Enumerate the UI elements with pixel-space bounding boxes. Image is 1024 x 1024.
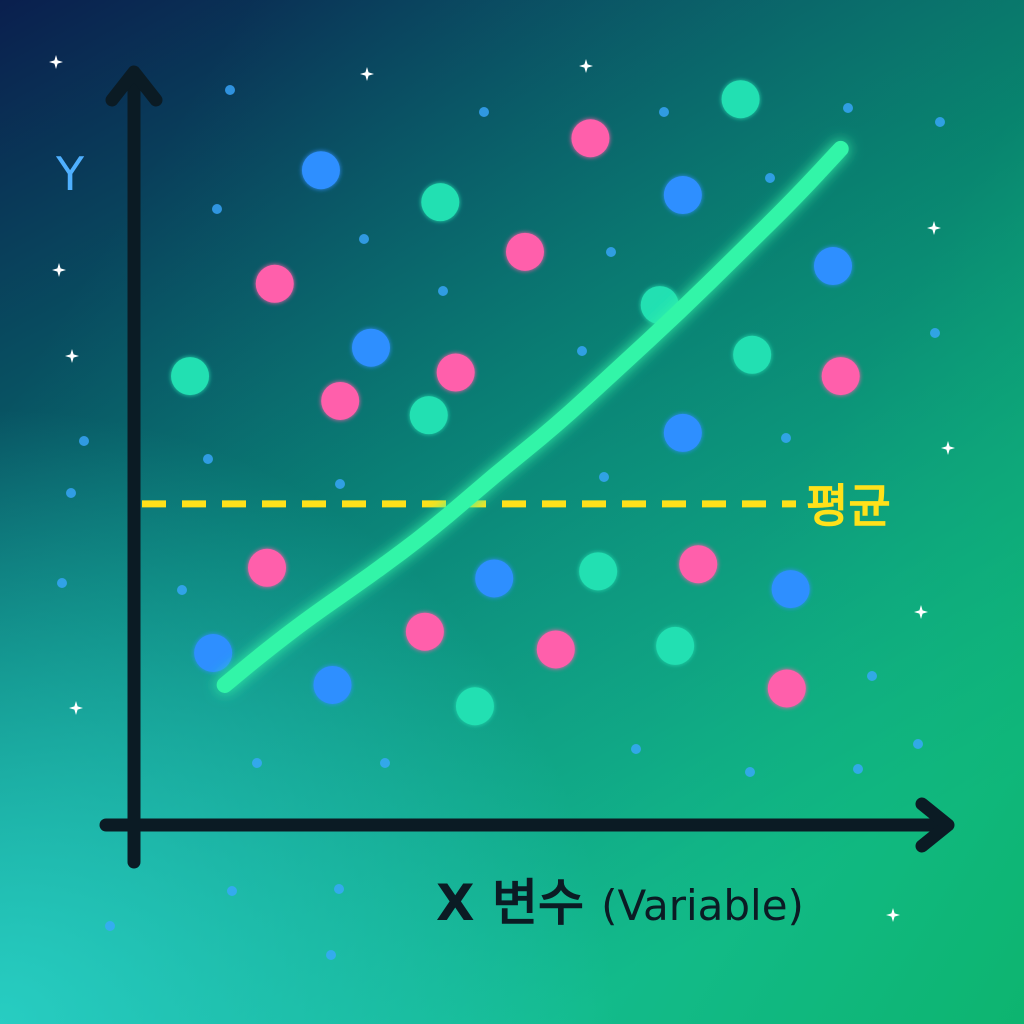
data-point [436, 353, 475, 392]
sparkle-icon [941, 441, 955, 455]
background-dot [935, 117, 945, 127]
data-point [409, 396, 448, 435]
sparkle-icon [360, 67, 374, 81]
background-dot [212, 204, 222, 214]
data-point [313, 665, 352, 704]
background-dot [606, 247, 616, 257]
data-point [352, 328, 390, 367]
x-axis-label-main: X 변수 [436, 874, 584, 932]
x-axis [99, 797, 955, 853]
data-point [421, 183, 460, 222]
data-points [171, 80, 860, 726]
background-dot [227, 886, 237, 896]
data-point [536, 630, 575, 669]
background-dot [867, 671, 877, 681]
background-dot [438, 286, 448, 296]
background-dot [66, 488, 76, 498]
background-dot [479, 107, 489, 117]
background-dot [853, 764, 863, 774]
x-axis-label-sub: (Variable) [601, 881, 804, 930]
data-point [405, 612, 444, 651]
sparkle-icon [52, 263, 66, 277]
sparkle-icon [927, 221, 941, 235]
background-dot [781, 433, 791, 443]
background-dot [599, 472, 609, 482]
data-point [194, 634, 233, 672]
data-point [321, 381, 360, 420]
data-point [663, 413, 702, 452]
background-dot [105, 921, 115, 931]
data-point [255, 264, 294, 303]
background-dot [335, 479, 345, 489]
background-dot [765, 173, 775, 183]
background-dot [577, 346, 587, 356]
sparkle-icon [65, 349, 79, 363]
background-dot [380, 758, 390, 768]
data-point [814, 247, 852, 286]
data-point [248, 548, 287, 587]
sparkle-icon [49, 55, 63, 69]
data-point [301, 151, 340, 190]
trend-line [216, 140, 849, 693]
background-decoration [49, 55, 955, 960]
background-dot [359, 234, 369, 244]
data-point [771, 570, 810, 609]
data-point [506, 232, 544, 271]
mean-label: 평균 [806, 479, 891, 533]
background-dot [203, 454, 213, 464]
data-point [733, 335, 772, 374]
background-dot [225, 85, 235, 95]
background-dot [843, 103, 853, 113]
background-dot [930, 328, 940, 338]
data-point [767, 669, 806, 708]
background-dot [79, 436, 89, 446]
data-point [721, 80, 760, 119]
data-point [821, 357, 860, 396]
data-point [663, 176, 702, 215]
sparkle-icon [69, 701, 83, 715]
data-point [571, 119, 610, 158]
background-dot [334, 884, 344, 894]
x-axis-label: X 변수 (Variable) [436, 874, 804, 932]
background-dot [177, 585, 187, 595]
data-point [579, 552, 618, 591]
background-dot [631, 744, 641, 754]
y-axis [105, 65, 163, 869]
x-axis-arrowhead [915, 797, 955, 853]
data-point [679, 545, 718, 584]
data-point [455, 687, 494, 726]
sparkle-icon [886, 908, 900, 922]
data-point [171, 357, 210, 396]
background-dot [659, 107, 669, 117]
sparkle-icon [579, 59, 593, 73]
sparkle-icon [914, 605, 928, 619]
y-axis-arrowhead [105, 65, 163, 107]
background-dot [57, 578, 67, 588]
data-point [475, 559, 514, 598]
background-dot [326, 950, 336, 960]
y-axis-label: Y [55, 147, 85, 201]
background-dot [252, 758, 262, 768]
background-dot [745, 767, 755, 777]
background-dot [913, 739, 923, 749]
data-point [656, 626, 695, 665]
